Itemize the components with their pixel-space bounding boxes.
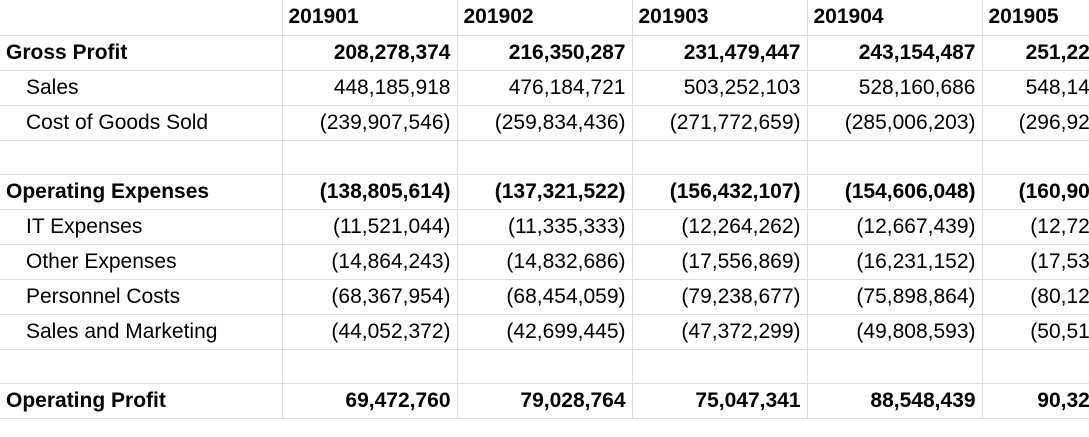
column-header[interactable]: 201902 [457,0,633,36]
row-label[interactable]: Sales and Marketing [0,314,283,350]
value-cell[interactable]: (271,772,659) [632,105,808,141]
empty-cell[interactable] [457,349,633,384]
empty-cell[interactable] [982,349,1089,384]
row-label[interactable]: IT Expenses [0,209,283,245]
value-cell[interactable]: (160,902 [982,174,1089,210]
empty-cell[interactable] [632,349,808,384]
value-cell[interactable]: (259,834,436) [457,105,633,141]
value-cell[interactable]: (11,521,044) [282,209,458,245]
value-cell[interactable]: (14,832,686) [457,244,633,280]
value-cell[interactable]: 90,322 [982,383,1089,419]
value-cell[interactable]: 503,252,103 [632,70,808,106]
table-row-empty [0,140,1089,175]
row-label[interactable]: Operating Profit [0,383,283,419]
value-cell[interactable]: 69,472,760 [282,383,458,419]
value-cell[interactable]: (42,699,445) [457,314,633,350]
empty-cell[interactable] [457,140,633,175]
table-row-operating-expenses: Operating Expenses (138,805,614) (137,32… [0,174,1089,210]
table-row-gross-profit: Gross Profit 208,278,374 216,350,287 231… [0,35,1089,71]
row-label[interactable]: Operating Expenses [0,174,283,210]
value-cell[interactable]: 216,350,287 [457,35,633,71]
value-cell[interactable]: (47,372,299) [632,314,808,350]
empty-cell[interactable] [807,349,983,384]
value-cell[interactable]: (75,898,864) [807,279,983,315]
value-cell[interactable]: 448,185,918 [282,70,458,106]
value-cell[interactable]: (137,321,522) [457,174,633,210]
row-label[interactable]: Cost of Goods Sold [0,105,283,141]
empty-cell[interactable] [0,140,283,175]
table-row-sales: Sales 448,185,918 476,184,721 503,252,10… [0,70,1089,106]
value-cell[interactable]: (12,264,262) [632,209,808,245]
table-row-cogs: Cost of Goods Sold (239,907,546) (259,83… [0,105,1089,141]
empty-cell[interactable] [0,349,283,384]
value-cell[interactable]: 251,224 [982,35,1089,71]
value-cell[interactable]: (14,864,243) [282,244,458,280]
value-cell[interactable]: 79,028,764 [457,383,633,419]
empty-cell[interactable] [282,140,458,175]
value-cell[interactable]: (16,231,152) [807,244,983,280]
value-cell[interactable]: (68,454,059) [457,279,633,315]
value-cell[interactable]: (239,907,546) [282,105,458,141]
empty-cell[interactable] [982,140,1089,175]
column-header[interactable]: 201901 [282,0,458,36]
value-cell[interactable]: 548,149 [982,70,1089,106]
value-cell[interactable]: 208,278,374 [282,35,458,71]
value-cell[interactable]: (49,808,593) [807,314,983,350]
value-cell[interactable]: (68,367,954) [282,279,458,315]
value-cell[interactable]: (17,556,869) [632,244,808,280]
profit-loss-table: 201901 201902 201903 201904 201905 Gross… [0,0,1089,419]
value-cell[interactable]: (50,519 [982,314,1089,350]
row-label[interactable]: Sales [0,70,283,106]
value-cell[interactable]: (12,726 [982,209,1089,245]
value-cell[interactable]: (156,432,107) [632,174,808,210]
table-row-personnel-costs: Personnel Costs (68,367,954) (68,454,059… [0,279,1089,315]
row-label[interactable]: Other Expenses [0,244,283,280]
value-cell[interactable]: (154,606,048) [807,174,983,210]
value-cell[interactable]: 243,154,487 [807,35,983,71]
column-header[interactable]: 201903 [632,0,808,36]
row-label[interactable]: Personnel Costs [0,279,283,315]
value-cell[interactable]: (44,052,372) [282,314,458,350]
table-row-operating-profit: Operating Profit 69,472,760 79,028,764 7… [0,383,1089,419]
value-cell[interactable]: 476,184,721 [457,70,633,106]
value-cell[interactable]: (138,805,614) [282,174,458,210]
table-row-it-expenses: IT Expenses (11,521,044) (11,335,333) (1… [0,209,1089,245]
value-cell[interactable]: 75,047,341 [632,383,808,419]
value-cell[interactable]: (80,122 [982,279,1089,315]
empty-cell[interactable] [632,140,808,175]
empty-cell[interactable] [807,140,983,175]
value-cell[interactable]: 88,548,439 [807,383,983,419]
value-cell[interactable]: 231,479,447 [632,35,808,71]
value-cell[interactable]: (17,533 [982,244,1089,280]
cell[interactable] [0,0,283,36]
value-cell[interactable]: (11,335,333) [457,209,633,245]
value-cell[interactable]: 528,160,686 [807,70,983,106]
value-cell[interactable]: (12,667,439) [807,209,983,245]
row-label[interactable]: Gross Profit [0,35,283,71]
empty-cell[interactable] [282,349,458,384]
header-row: 201901 201902 201903 201904 201905 [0,0,1089,36]
table-row-other-expenses: Other Expenses (14,864,243) (14,832,686)… [0,244,1089,280]
table-row-sales-marketing: Sales and Marketing (44,052,372) (42,699… [0,314,1089,350]
value-cell[interactable]: (296,924 [982,105,1089,141]
column-header[interactable]: 201905 [982,0,1089,36]
column-header[interactable]: 201904 [807,0,983,36]
value-cell[interactable]: (79,238,677) [632,279,808,315]
table-row-empty [0,349,1089,384]
value-cell[interactable]: (285,006,203) [807,105,983,141]
